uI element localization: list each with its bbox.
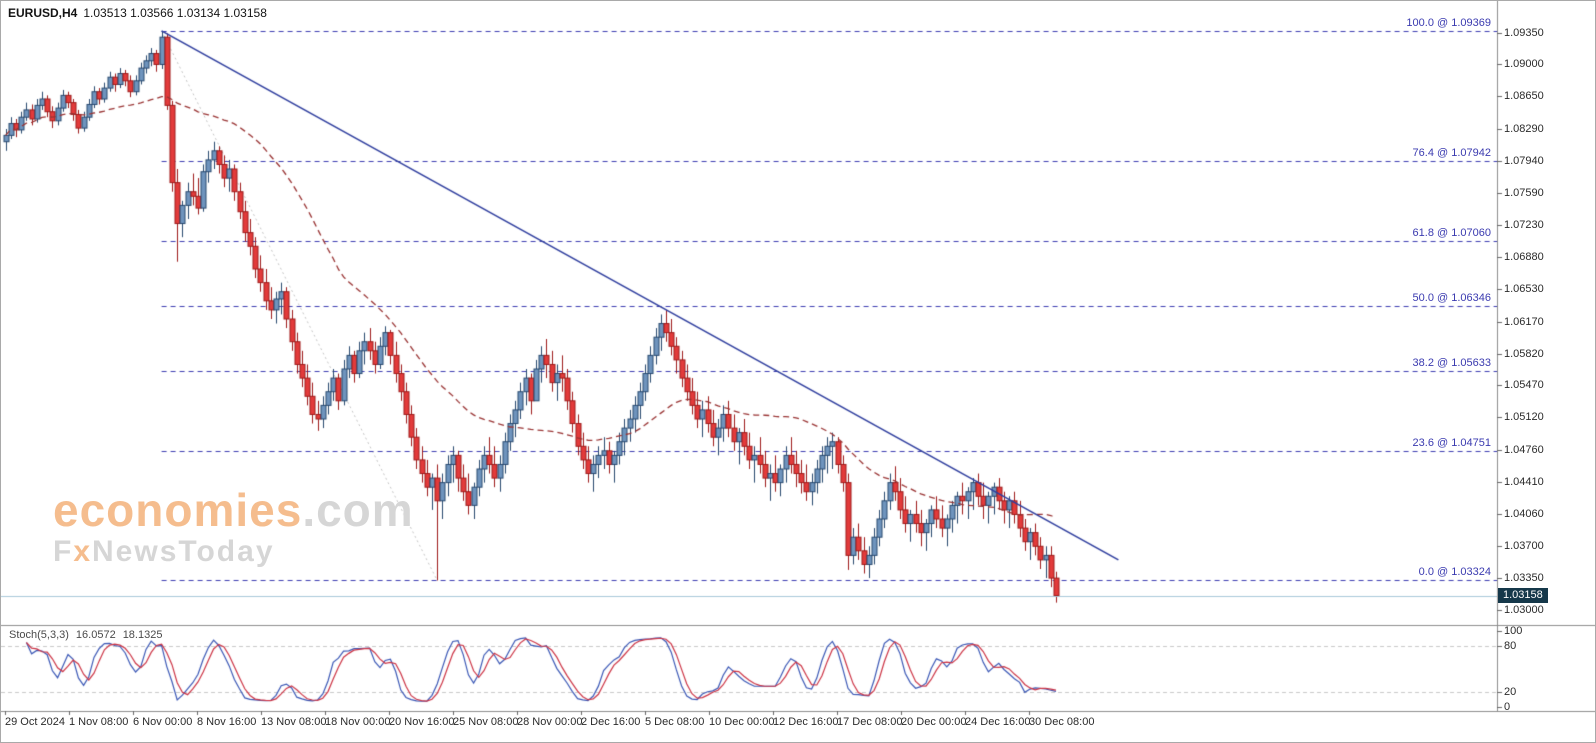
price-axis-tick: 1.06880 [1504,251,1544,264]
watermark-tagline: FxNewsToday [53,535,414,569]
watermark-brand: economies [53,484,303,536]
price-axis-tick: 1.03000 [1504,603,1544,616]
ohlc-values-label: 1.03513 1.03566 1.03134 1.03158 [83,6,267,20]
time-axis-tick: 5 Dec 08:00 [645,716,705,728]
price-axis-tick: 1.09350 [1504,26,1544,39]
stochastic-d-value: 18.1325 [122,629,163,641]
price-axis-tick: 1.03700 [1504,540,1544,553]
time-axis-tick: 13 Nov 08:00 [261,716,327,728]
stoch-axis-tick: 0 [1504,701,1511,713]
time-axis-tick: 18 Nov 00:00 [325,716,391,728]
price-axis-tick: 1.07230 [1504,219,1544,232]
stochastic-indicator-label: Stoch(5,3,3) 16.0572 18.1325 [9,629,169,641]
time-axis-tick: 8 Nov 16:00 [197,716,257,728]
time-axis-tick: 30 Dec 08:00 [1029,716,1095,728]
price-axis-tick: 1.08290 [1504,123,1544,135]
price-axis-tick: 1.07590 [1504,186,1544,199]
watermark: economies.com FxNewsToday [53,487,414,569]
time-axis-tick: 6 Nov 00:00 [133,716,193,728]
fib-level-label: 23.6 @ 1.04751 [1412,436,1491,449]
time-axis-tick: 25 Nov 08:00 [453,716,519,728]
price-axis-tick: 1.09000 [1504,58,1544,71]
price-axis-tick: 1.06530 [1504,283,1544,295]
watermark-tagline-rest: NewsToday [92,535,275,568]
stochastic-k-value: 16.0572 [75,629,116,641]
price-axis-tick: 1.03350 [1504,572,1544,585]
time-axis-tick: 10 Dec 00:00 [709,716,775,728]
price-axis-tick: 1.05470 [1504,379,1544,392]
price-axis-tick: 1.05120 [1504,411,1544,424]
time-axis-tick: 20 Dec 00:00 [901,716,967,728]
price-axis-tick: 1.06170 [1504,315,1544,328]
stoch-axis-tick: 100 [1504,625,1523,637]
fib-level-label: 100.0 @ 1.09369 [1406,16,1491,29]
price-axis-tick: 1.04760 [1504,443,1544,456]
fib-level-label: 0.0 @ 1.03324 [1418,566,1491,579]
price-axis-tick: 1.08650 [1504,90,1544,103]
price-axis-tick: 1.05820 [1504,347,1544,360]
price-axis-tick: 1.07940 [1504,154,1544,167]
price-axis-tick: 1.04060 [1504,507,1544,520]
time-axis-tick: 29 Oct 2024 [5,716,65,728]
stochastic-name: Stoch(5,3,3) [9,629,69,641]
fib-level-label: 38.2 @ 1.05633 [1412,356,1491,369]
fib-level-label: 50.0 @ 1.06346 [1412,291,1491,304]
time-axis-tick: 17 Dec 08:00 [837,716,903,728]
time-axis-tick: 2 Dec 16:00 [581,716,641,728]
time-axis-tick: 20 Nov 16:00 [389,716,455,728]
price-axis-tick: 1.04410 [1504,475,1544,488]
stoch-axis-tick: 80 [1504,640,1517,653]
chart-symbol-title: EURUSD,H4 1.03513 1.03566 1.03134 1.03158 [8,6,267,20]
time-axis-tick: 24 Dec 16:00 [965,716,1031,728]
watermark-tagline-accent: x [73,535,93,568]
time-axis-tick: 12 Dec 16:00 [773,716,839,728]
time-axis-tick: 28 Nov 00:00 [517,716,583,728]
stoch-axis-tick: 20 [1504,685,1517,698]
symbol-timeframe-label: EURUSD,H4 [8,6,78,20]
watermark-brand-suffix: .com [302,484,414,536]
watermark-tagline-prefix: F [53,535,74,568]
fib-level-label: 76.4 @ 1.07942 [1412,146,1491,159]
watermark-brand-line: economies.com [53,487,414,533]
current-price-badge: 1.03158 [1498,587,1548,603]
fib-level-label: 61.8 @ 1.07060 [1412,226,1491,239]
time-axis-tick: 1 Nov 08:00 [69,716,129,728]
